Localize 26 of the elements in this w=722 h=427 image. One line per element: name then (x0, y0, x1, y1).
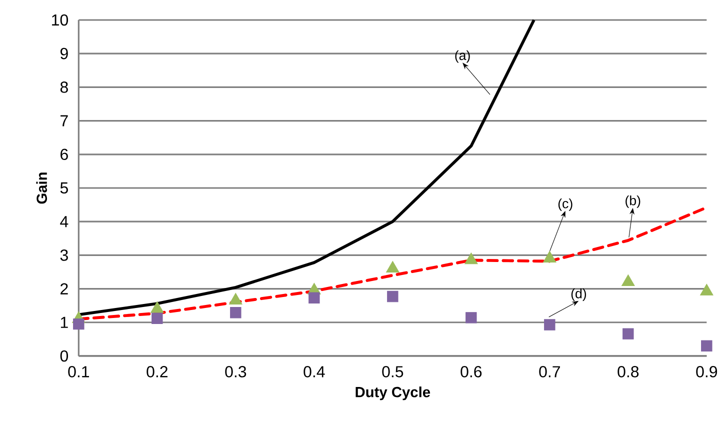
x-tick-label: 0.8 (618, 366, 639, 378)
x-tick-label: 0.7 (539, 366, 560, 378)
y-tick-label: 4 (60, 216, 68, 228)
x-tick-label: 0.5 (382, 366, 404, 378)
y-tick-label: 8 (60, 82, 68, 93)
y-tick-label: 2 (60, 283, 68, 294)
y-tick-label: 1 (60, 316, 68, 328)
x-axis-title: Duty Cycle (356, 386, 430, 400)
y-tick-label: 10 (52, 14, 68, 26)
annotation: (a) (455, 50, 470, 63)
x-tick-label: 0.3 (225, 366, 246, 378)
y-tick-label: 7 (60, 115, 68, 126)
annotation: (b) (626, 195, 640, 208)
annotation: (c) (558, 198, 572, 211)
y-tick-label: 3 (60, 250, 68, 261)
annotation: (d) (571, 288, 586, 301)
y-tick-label: 6 (60, 148, 68, 160)
y-axis-title: Gain (36, 172, 48, 204)
y-tick-label: 5 (60, 182, 68, 194)
x-tick-label: 0.6 (460, 366, 482, 378)
x-tick-label: 0.1 (68, 366, 90, 378)
x-tick-label: 0.2 (146, 366, 168, 378)
y-tick-label: 9 (60, 48, 68, 60)
x-tick-label: 0.9 (696, 366, 718, 378)
y-tick-label: 0 (60, 350, 68, 362)
x-tick-label: 0.4 (304, 366, 325, 378)
